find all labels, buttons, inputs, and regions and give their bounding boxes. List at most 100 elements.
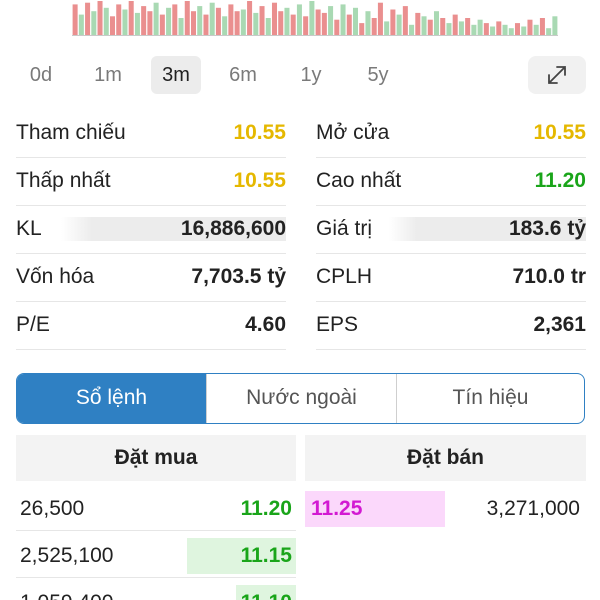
volume-bar <box>271 2 278 35</box>
volume-bar <box>253 12 259 35</box>
volume-bar <box>514 23 521 35</box>
volume-bar <box>440 18 446 35</box>
volume-bar <box>184 1 190 35</box>
volume-bar <box>452 14 458 35</box>
volume-bar <box>190 11 197 35</box>
stat-label: Tham chiếu <box>16 121 126 144</box>
volume-bar <box>527 19 533 35</box>
volume-bar <box>197 6 203 35</box>
tab-signals[interactable]: Tín hiệu <box>396 374 584 423</box>
buy-level: 2,525,100 11.15 <box>16 532 296 578</box>
buy-header: Đặt mua <box>16 435 296 481</box>
stat-eps: EPS 2,361 <box>316 302 586 350</box>
period-tab-3m[interactable]: 3m <box>151 56 201 94</box>
stat-value: 7,703.5 tỷ <box>191 265 286 288</box>
volume-bar <box>72 4 78 36</box>
volume-bar <box>265 18 271 35</box>
volume-bar <box>134 12 140 35</box>
period-tab-0d[interactable]: 0d <box>29 64 53 86</box>
expand-chart-button[interactable] <box>528 56 586 94</box>
volume-bar <box>446 23 452 35</box>
volume-bar <box>122 9 128 35</box>
sell-header: Đặt bán <box>305 435 586 481</box>
volume-bar <box>147 11 153 35</box>
period-tab-5y[interactable]: 5y <box>367 64 389 86</box>
tab-order-book[interactable]: Sổ lệnh <box>17 374 206 423</box>
volume-bar <box>477 19 483 35</box>
volume-bar <box>328 6 334 35</box>
volume-bar <box>309 1 315 35</box>
detail-tabs: Sổ lệnh Nước ngoài Tín hiệu <box>16 373 585 424</box>
volume-bar <box>359 23 365 35</box>
volume-bar <box>340 4 346 36</box>
stat-value: 4.60 <box>245 313 286 336</box>
volume-bar <box>402 6 408 35</box>
volume-bar <box>546 28 552 35</box>
period-tab-1m[interactable]: 1m <box>94 64 122 86</box>
volume-bar <box>421 16 427 35</box>
volume-bar <box>346 14 352 35</box>
stat-value: 16,886,600 <box>60 217 286 241</box>
tab-foreign[interactable]: Nước ngoài <box>206 374 396 423</box>
stat-value: 183.6 tỷ <box>388 217 586 241</box>
volume-bar <box>222 16 228 35</box>
volume-bar <box>409 24 415 35</box>
buy-volume: 26,500 <box>20 497 85 520</box>
stat-label: P/E <box>16 313 50 336</box>
volume-bar <box>159 14 165 35</box>
buy-price[interactable]: 11.10 <box>236 585 296 600</box>
stat-value: 10.55 <box>233 169 286 192</box>
period-tabs: 0d 1m 3m 6m 1y 5y <box>14 56 586 96</box>
volume-bar <box>465 18 471 35</box>
volume-bar <box>496 21 502 35</box>
stat-label: Giá trị <box>316 217 373 240</box>
volume-bar <box>433 11 440 35</box>
volume-bar <box>508 28 514 35</box>
volume-bar <box>166 7 172 36</box>
volume-bar <box>247 1 253 35</box>
stat-value-traded: Giá trị 183.6 tỷ <box>316 206 586 254</box>
volume-bar <box>296 4 302 36</box>
volume-bar <box>203 14 209 35</box>
volume-bar <box>371 18 377 35</box>
volume-bar <box>91 11 97 35</box>
stat-label: Thấp nhất <box>16 169 111 192</box>
stat-label: Mở cửa <box>316 121 390 144</box>
stat-value: 11.20 <box>534 169 586 192</box>
volume-bar <box>215 7 221 36</box>
volume-bar <box>427 19 433 35</box>
stat-volume: KL 16,886,600 <box>16 206 286 254</box>
volume-bar <box>178 18 184 35</box>
buy-price[interactable]: 11.20 <box>240 497 292 520</box>
sell-level: 11.25 3,271,000 <box>305 485 586 531</box>
sell-volume: 3,271,000 <box>486 497 580 520</box>
volume-bar <box>539 18 545 35</box>
volume-bar <box>172 4 178 36</box>
volume-bar <box>390 9 396 35</box>
buy-price[interactable]: 11.15 <box>186 538 296 574</box>
buy-volume: 2,525,100 <box>20 544 114 567</box>
orderbook-row: 2,525,100 11.15 <box>16 532 586 579</box>
stat-label: Vốn hóa <box>16 265 95 288</box>
stat-market-cap: Vốn hóa 7,703.5 tỷ <box>16 254 286 302</box>
volume-bar <box>128 1 134 35</box>
volume-bar <box>521 26 527 35</box>
sell-price[interactable]: 11.25 <box>305 491 445 527</box>
volume-bar <box>483 23 489 35</box>
stat-label: EPS <box>316 313 359 336</box>
stock-stats: Tham chiếu 10.55 Mở cửa 10.55 Thấp nhất … <box>16 110 586 350</box>
stat-open: Mở cửa 10.55 <box>316 110 586 158</box>
stat-value: 10.55 <box>233 121 286 144</box>
stat-value: 710.0 tr <box>512 265 586 288</box>
period-tab-6m[interactable]: 6m <box>229 64 257 86</box>
volume-bar <box>109 16 116 35</box>
volume-bar <box>396 14 402 35</box>
volume-bar <box>78 14 84 35</box>
period-tab-1y[interactable]: 1y <box>300 64 322 86</box>
expand-diagonal-icon <box>548 66 566 84</box>
orderbook-row: 26,500 11.20 11.25 3,271,000 <box>16 485 586 532</box>
volume-bar <box>278 11 284 35</box>
volume-bar <box>209 2 215 35</box>
volume-bar <box>471 24 477 35</box>
volume-bar <box>284 7 290 36</box>
